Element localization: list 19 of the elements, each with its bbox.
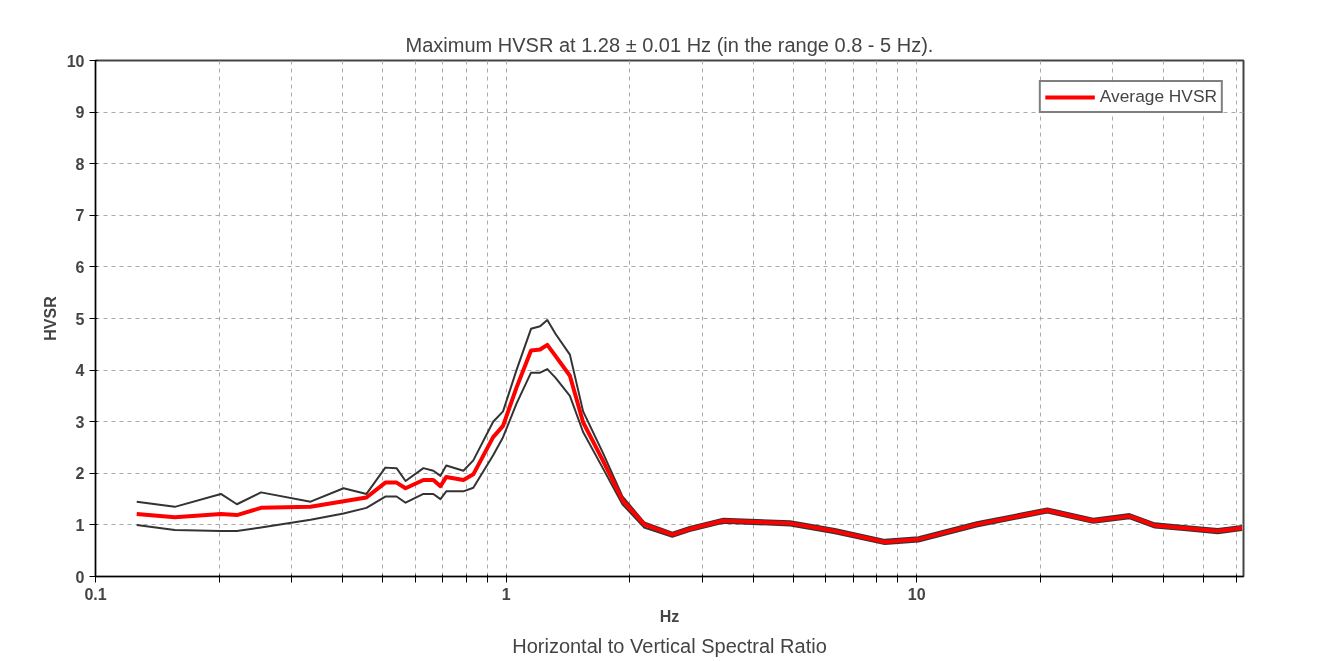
y-tick-label: 3 <box>75 413 85 431</box>
y-tick-label: 4 <box>75 362 85 380</box>
y-tick-label: 2 <box>75 465 85 483</box>
x-tick-label: 10 <box>907 585 926 603</box>
y-tick-label: 1 <box>75 516 85 534</box>
x-tick-label: 1 <box>501 585 511 603</box>
y-tick-label: 8 <box>75 155 85 173</box>
x-axis-title: Hz <box>659 607 680 625</box>
y-axis-title: HVSR <box>41 295 59 341</box>
legend-label: Average HVSR <box>1099 86 1217 107</box>
y-tick-label: 7 <box>75 207 85 225</box>
x-tick-label: 0.1 <box>84 585 107 603</box>
y-tick-label: 6 <box>75 258 85 276</box>
y-tick-label: 10 <box>66 52 85 70</box>
text: Horizontal to Vertical Spectral Ratio <box>512 634 827 657</box>
chart-title: Maximum HVSR at 1.28 ± 0.01 Hz (in the range 0.8 - 5 Hz). <box>405 33 934 56</box>
y-tick-label: 5 <box>75 310 85 328</box>
y-tick-label: 0 <box>75 568 85 586</box>
y-tick-label: 9 <box>75 104 85 122</box>
